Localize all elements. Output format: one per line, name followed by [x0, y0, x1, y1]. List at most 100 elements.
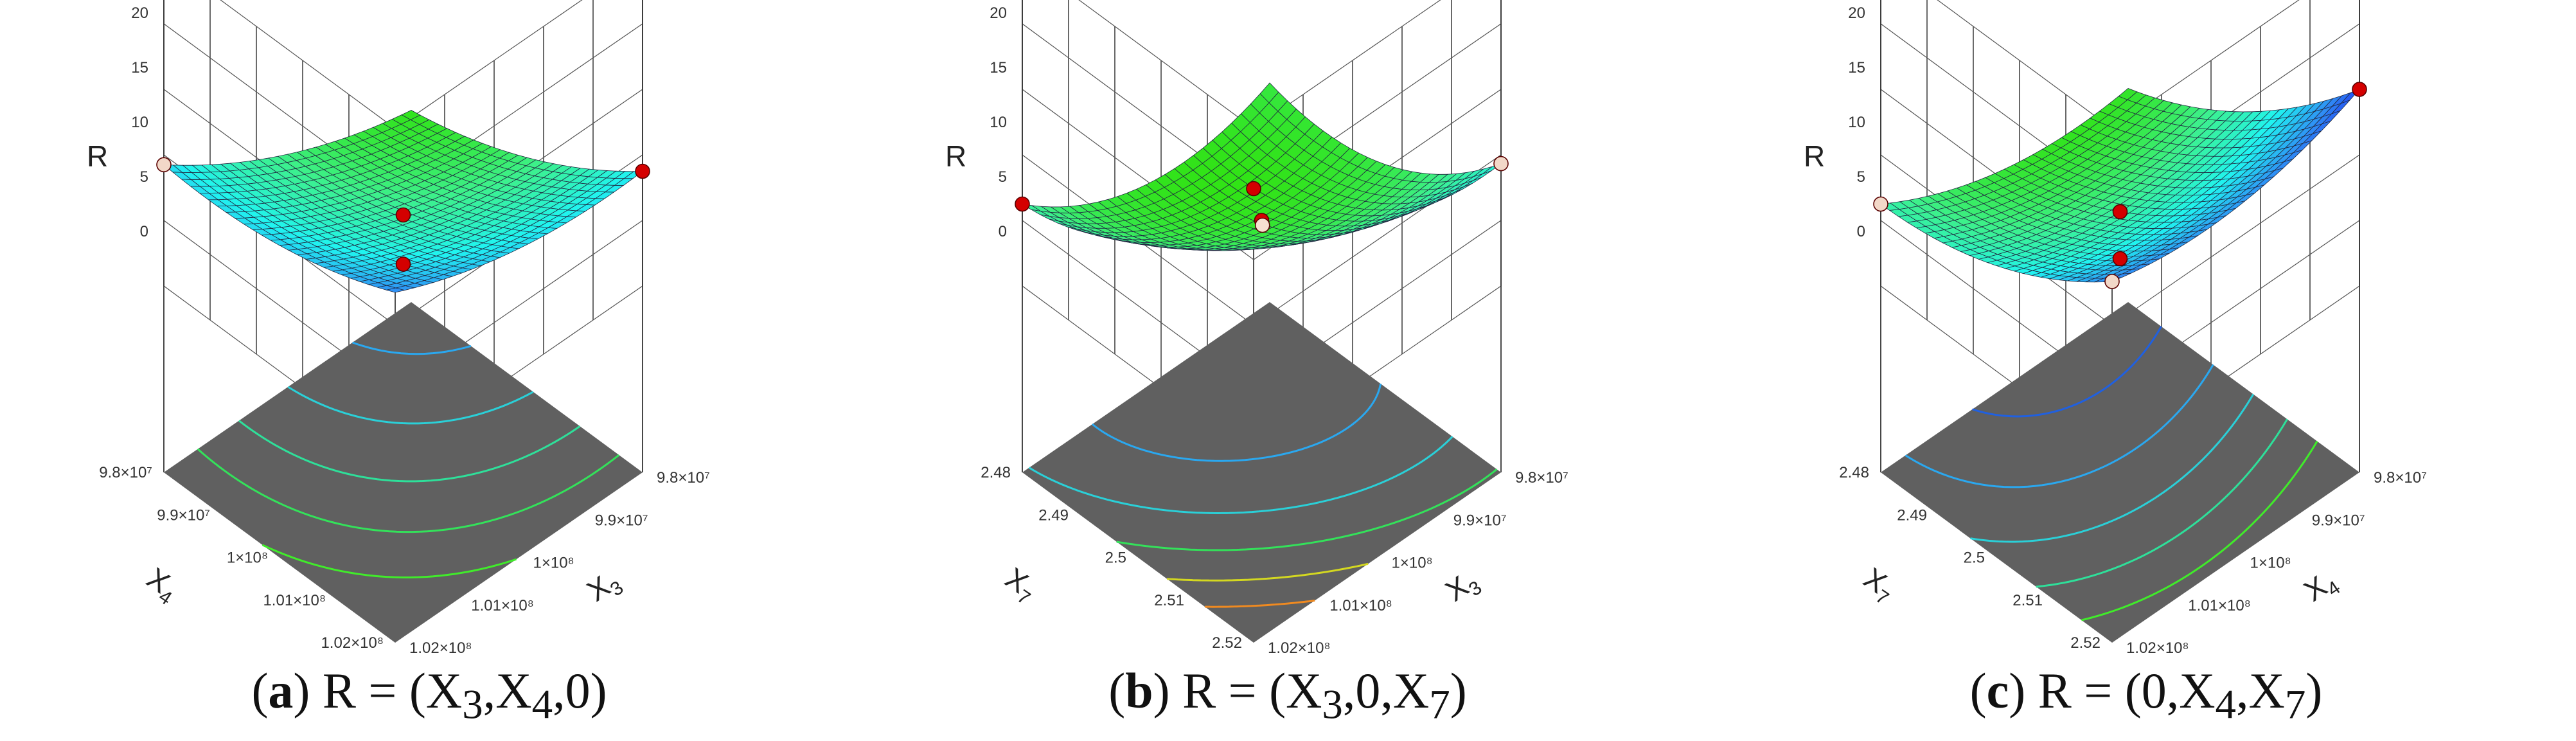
y-tick-label: 2.52: [2070, 634, 2101, 652]
caption-b: (b) R = (X3,0,X7): [1108, 663, 1467, 728]
x-tick-label: 9.9×10⁷: [2312, 512, 2365, 529]
x-axis: 9.8×10⁷ 9.9×10⁷ 1×10⁸ 1.01×10⁸ 1.02×10⁸ X3: [1268, 469, 1568, 656]
floor: [1022, 302, 1501, 643]
y-tick-label: 1×10⁸: [227, 549, 268, 567]
y-tick-label: 2.49: [1897, 506, 1927, 524]
floor-contour: [262, 544, 517, 578]
response-surface: [1879, 88, 2360, 283]
z-tick-label: 10: [131, 114, 148, 131]
surface-plot-b: 0 5 10 15 20 R 9.8×10⁷ 9.9×10⁷ 1×10⁸ 1.01×10⁸ 1.02…: [945, 0, 1568, 656]
y-tick-label: 2.51: [2012, 592, 2043, 609]
floor-contour: [1205, 600, 1315, 608]
y-tick-label: 2.5: [1105, 549, 1126, 567]
design-points: [156, 157, 650, 272]
z-tick-label: 20: [1848, 4, 1865, 22]
design-point: [1246, 181, 1261, 197]
y-tick-label: 9.8×10⁷: [99, 464, 152, 481]
y-axis-label: X7: [1855, 561, 1901, 609]
response-surface: [163, 110, 644, 293]
y-tick-label: 1.02×10⁸: [321, 634, 384, 652]
y-tick-label: 2.48: [1839, 464, 1869, 481]
z-tick-label: 5: [999, 168, 1007, 186]
z-tick-label: 0: [140, 223, 148, 240]
design-point: [2112, 204, 2128, 220]
z-tick-label: 15: [131, 59, 148, 76]
floor-contour: [1972, 326, 2162, 418]
x-tick-label: 9.9×10⁷: [1453, 512, 1507, 529]
panel-a: 0 5 10 15 20 R 9.8×10⁷ 9.9×10⁷ 1×10⁸ 1.01×10⁸ 1.02…: [0, 0, 858, 741]
surface-cell: [1259, 82, 1279, 103]
floor-contour: [287, 386, 534, 425]
design-point: [1873, 196, 1888, 212]
design-points: [1015, 156, 1509, 233]
y-tick-label: 2.51: [1154, 592, 1184, 609]
z-axis: 0 5 10 15 20 R: [87, 4, 148, 240]
x-tick-label: 1.01×10⁸: [1329, 597, 1392, 614]
y-tick-label: 2.52: [1212, 634, 1242, 652]
response-surface: [1022, 82, 1502, 251]
floor: [164, 302, 643, 643]
floor-contour: [352, 341, 472, 355]
wall-grid-line: [1937, 0, 2113, 129]
x-tick-label: 9.8×10⁷: [1515, 469, 1568, 487]
surface-cell: [401, 110, 421, 120]
floor-contour: [1970, 393, 2255, 543]
y-axis-label: X4: [138, 561, 184, 609]
y-tick-label: 2.48: [981, 464, 1011, 481]
design-point: [1015, 196, 1030, 212]
x-tick-label: 1×10⁸: [2250, 555, 2291, 572]
wall-grid-line: [2111, 154, 2360, 326]
x-axis-label: X3: [581, 563, 627, 611]
x-tick-label: 1×10⁸: [533, 555, 574, 572]
surface-plot-c: 0 5 10 15 20 R 9.8×10⁷ 9.9×10⁷ 1×10⁸ 1.01×10⁸ 1.02…: [1804, 0, 2427, 656]
design-point: [635, 163, 650, 179]
design-point: [395, 256, 411, 272]
floor-contour: [1091, 383, 1382, 462]
x-tick-label: 1×10⁸: [1392, 555, 1433, 572]
wall-grid-line: [1253, 0, 1441, 129]
z-tick-label: 5: [1857, 168, 1865, 186]
surface-cell: [2118, 88, 2138, 100]
design-point: [156, 157, 172, 173]
z-tick-label: 10: [990, 114, 1007, 131]
y-tick-label: 2.5: [1964, 549, 1985, 567]
wall-grid-line: [1078, 0, 1254, 129]
x-tick-label: 9.8×10⁷: [2374, 469, 2427, 487]
z-tick-label: 15: [1848, 59, 1865, 76]
floor-contour: [238, 420, 581, 483]
x-tick-label: 1.02×10⁸: [2126, 639, 2189, 656]
y-axis-label: X7: [997, 561, 1043, 609]
design-point: [2352, 82, 2367, 97]
x-tick-label: 1.02×10⁸: [409, 639, 472, 656]
z-tick-label: 10: [1848, 114, 1865, 131]
x-axis-label: X3: [1439, 563, 1486, 611]
x-tick-label: 1.01×10⁸: [471, 597, 534, 614]
floor-contour: [1905, 364, 2214, 488]
z-tick-label: 0: [1857, 223, 1865, 240]
z-axis: 0 5 10 15 20 R: [1804, 4, 1865, 240]
design-point: [1493, 156, 1509, 172]
z-axis-label: R: [87, 139, 108, 173]
z-axis-label: R: [1804, 139, 1825, 173]
floor-contour: [2036, 418, 2288, 588]
panel-c: 0 5 10 15 20 R 9.8×10⁷ 9.9×10⁷ 1×10⁸ 1.01×10⁸ 1.02…: [1717, 0, 2575, 741]
z-tick-label: 15: [990, 59, 1007, 76]
z-axis-label: R: [945, 139, 966, 173]
floor-contour: [2081, 440, 2318, 621]
contour-floor: [1022, 302, 1501, 643]
y-axis: 9.8×10⁷ 9.9×10⁷ 1×10⁸ 1.01×10⁸ 1.02×10⁸ X4: [99, 464, 384, 652]
floor-contour: [1167, 562, 1369, 582]
contour-floor: [1881, 302, 2359, 643]
surface-plot-a: 0 5 10 15 20 R 9.8×10⁷ 9.9×10⁷ 1×10⁸ 1.01×10⁸ 1.02…: [87, 0, 710, 656]
z-tick-label: 0: [999, 223, 1007, 240]
floor: [1881, 302, 2359, 643]
floor-contour: [1116, 469, 1498, 551]
caption-a: (a) R = (X3,X4,0): [251, 663, 607, 728]
contour-floor: [164, 302, 643, 643]
y-tick-label: 9.9×10⁷: [157, 506, 210, 524]
wall-grid-line: [220, 0, 396, 129]
x-tick-label: 9.9×10⁷: [595, 512, 648, 529]
z-axis: 0 5 10 15 20 R: [945, 4, 1007, 240]
caption-c: (c) R = (0,X4,X7): [1969, 663, 2323, 728]
x-tick-label: 1.01×10⁸: [2188, 597, 2251, 614]
